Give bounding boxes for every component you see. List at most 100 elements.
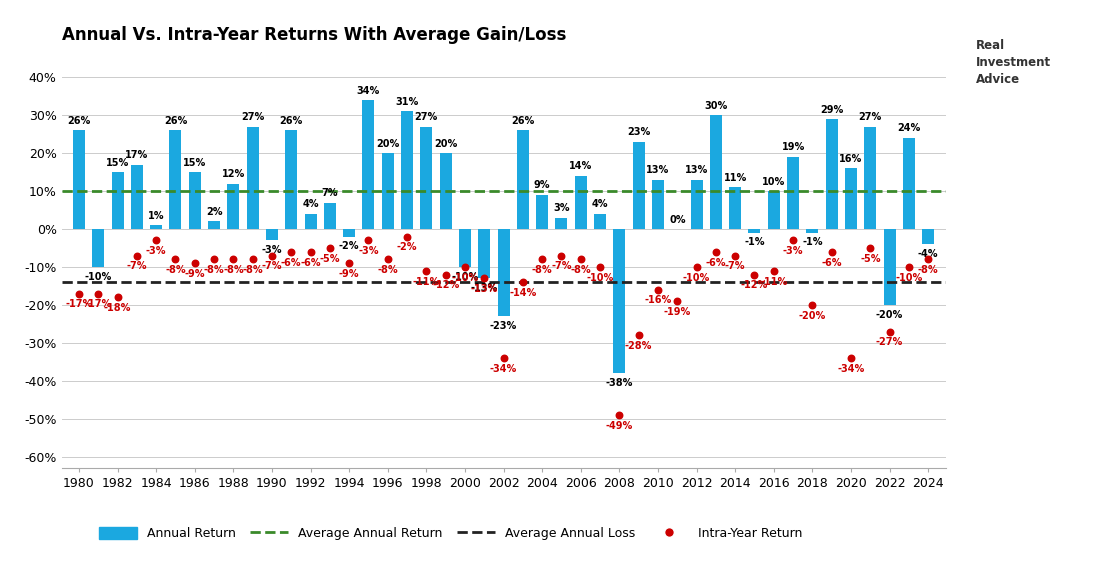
Text: 27%: 27% [858,112,882,122]
Point [745,270,763,279]
Bar [690,180,703,229]
Text: 14%: 14% [570,161,592,171]
Bar [903,138,915,229]
Text: 17%: 17% [125,150,149,160]
Bar [363,100,375,229]
Point [572,255,590,264]
Bar [73,130,85,229]
Text: -14%: -14% [509,288,536,298]
Bar [246,127,258,229]
Text: -20%: -20% [799,311,826,321]
Text: 29%: 29% [820,104,844,114]
Text: -7%: -7% [262,261,282,271]
Point [784,236,802,245]
Text: -38%: -38% [605,378,633,388]
Bar [575,176,586,229]
Bar [478,229,490,279]
Point [186,259,204,268]
Text: 4%: 4% [302,199,319,209]
Text: -13%: -13% [471,284,498,294]
Text: -10%: -10% [683,273,711,283]
Text: 12%: 12% [222,169,245,179]
Text: 20%: 20% [434,139,458,149]
Bar [594,214,606,229]
Point [225,255,243,264]
Point [919,255,937,264]
Text: -17%: -17% [85,299,112,309]
Point [148,236,166,245]
Text: -6%: -6% [706,258,726,267]
Text: -7%: -7% [552,261,572,271]
Text: 30%: 30% [704,101,727,111]
Text: 27%: 27% [241,112,264,122]
Text: -12%: -12% [432,280,459,290]
Point [668,297,686,306]
Text: 1%: 1% [148,211,164,221]
Bar [440,153,452,229]
Text: -9%: -9% [185,269,205,279]
Text: -27%: -27% [876,337,903,347]
Text: 26%: 26% [280,116,303,126]
Point [610,411,628,420]
Text: -28%: -28% [626,341,652,351]
Text: -17%: -17% [65,299,93,309]
Text: -11%: -11% [413,276,440,287]
Text: -10%: -10% [451,272,479,281]
Point [205,255,223,264]
Text: 10%: 10% [762,177,786,187]
Text: Real
Investment
Advice: Real Investment Advice [976,39,1051,86]
Text: -12%: -12% [741,280,768,290]
Point [841,354,859,363]
Point [822,248,840,257]
Text: -20%: -20% [876,310,903,320]
Bar [864,127,876,229]
Text: -10%: -10% [586,273,613,283]
Bar [498,229,509,316]
Text: -8%: -8% [204,265,224,275]
Text: -8%: -8% [571,265,591,275]
Bar [826,119,838,229]
Text: -2%: -2% [339,241,359,251]
Point [398,232,416,241]
Bar [922,229,934,244]
Bar [749,229,761,233]
Text: 34%: 34% [357,86,380,95]
Text: -3%: -3% [145,246,167,256]
Text: 31%: 31% [395,97,419,107]
Bar [421,127,432,229]
Text: -13%: -13% [471,283,498,293]
Bar [92,229,104,267]
Text: Annual Vs. Intra-Year Returns With Average Gain/Loss: Annual Vs. Intra-Year Returns With Avera… [62,25,566,43]
Bar [344,229,355,237]
Point [495,354,513,363]
Text: 4%: 4% [592,199,609,209]
Text: 20%: 20% [376,139,399,149]
Point [514,277,532,287]
Point [417,266,435,275]
Point [687,262,705,271]
Point [649,285,667,294]
Bar [884,229,895,305]
Text: -7%: -7% [725,261,745,271]
Text: 15%: 15% [184,157,206,168]
Text: 24%: 24% [897,124,921,134]
Point [900,262,918,271]
Text: -1%: -1% [802,237,822,248]
Text: 26%: 26% [511,116,535,126]
Text: -10%: -10% [895,273,922,283]
Bar [517,130,529,229]
Point [707,248,725,257]
Text: -4%: -4% [918,249,939,259]
Text: -1%: -1% [744,237,764,248]
Text: -8%: -8% [166,265,186,275]
Point [881,327,899,336]
Text: -49%: -49% [605,421,633,431]
Bar [555,218,567,229]
Point [340,259,358,268]
Text: 7%: 7% [321,188,338,198]
Point [457,262,474,271]
Point [726,251,744,260]
Text: -19%: -19% [664,307,690,317]
Bar [845,169,857,229]
Text: -10%: -10% [85,272,112,281]
